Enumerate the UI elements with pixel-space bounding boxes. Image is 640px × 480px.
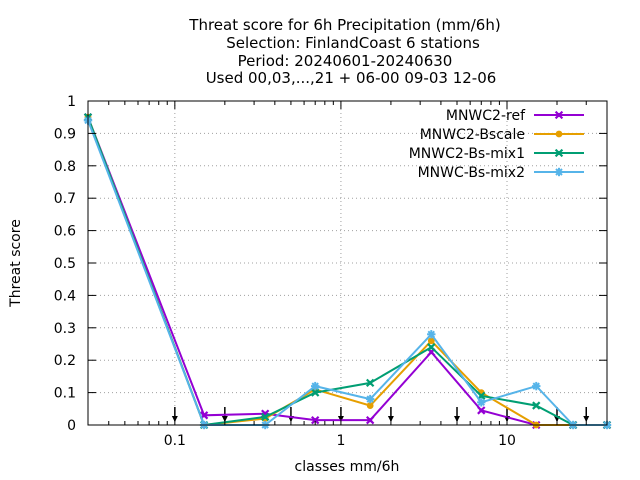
data-point — [261, 412, 270, 422]
legend-marker — [554, 110, 564, 120]
series-line — [87, 120, 607, 426]
data-point — [310, 381, 320, 391]
threshold-arrow — [387, 407, 394, 422]
legend-entry: MNWC2-Bscale — [420, 127, 584, 143]
series-MNWC2-Bscale — [84, 113, 611, 429]
title-line-1: Threat score for 6h Precipitation (mm/6h… — [188, 16, 500, 34]
data-point — [532, 401, 541, 410]
data-point — [365, 394, 375, 404]
y-tick-label: 0.8 — [54, 159, 76, 175]
grid-lines — [88, 101, 607, 425]
axes: 0 0.1 0.2 0.3 0.4 0.5 0.6 0.7 0.8 0.9 1 0.1 1 10 — [54, 94, 607, 449]
series-line — [87, 116, 607, 427]
series-line — [87, 116, 607, 426]
legend-label: MNWC2-Bs-mix1 — [409, 146, 525, 162]
data-point — [477, 398, 486, 407]
data-point — [532, 381, 541, 391]
x-tick-label: 10 — [498, 433, 516, 449]
title-line-4: Used 00,03,...,21 + 06-00 09-03 12-06 — [206, 69, 497, 87]
data-point — [311, 388, 320, 397]
plot-frame — [87, 100, 608, 426]
y-axis-label: Threat score — [8, 219, 24, 308]
y-tick-label: 0.6 — [54, 224, 76, 240]
y-tick-label: 1 — [67, 94, 76, 110]
threshold-arrow — [454, 407, 461, 422]
x-axis-label: classes mm/6h — [295, 459, 400, 475]
legend-label: MNWC2-ref — [446, 108, 526, 124]
y-tick-label: 0 — [67, 418, 76, 434]
data-point — [311, 415, 320, 425]
y-tick-label: 0.1 — [54, 386, 76, 402]
chart-title: Threat score for 6h Precipitation (mm/6h… — [188, 16, 500, 87]
data-point — [477, 406, 486, 415]
threshold-arrow — [583, 407, 590, 422]
legend-label: MNWC2-Bscale — [420, 127, 525, 143]
legend-marker — [554, 167, 564, 177]
legend-entry: MNWC-Bs-mix2 — [418, 165, 584, 181]
y-tick-label: 0.4 — [54, 288, 76, 304]
data-point — [365, 415, 375, 425]
series-line — [87, 116, 607, 427]
legend-entry: MNWC2-ref — [446, 108, 584, 124]
y-tick-label: 0.9 — [54, 126, 76, 142]
legend-marker — [554, 148, 564, 158]
data-point — [427, 330, 436, 339]
title-line-2: Selection: FinlandCoast 6 stations — [226, 34, 480, 52]
series-MNWC-Bs-mix2 — [83, 116, 612, 430]
data-point — [427, 343, 436, 352]
data-point — [365, 378, 375, 388]
data-point — [427, 337, 435, 345]
y-tick-label: 0.3 — [54, 321, 76, 337]
title-line-3: Period: 20240601-20240630 — [238, 52, 453, 70]
legend: MNWC2-ref MNWC2-Bscale MNWC2-Bs-mix1 MNWC-B… — [409, 108, 584, 181]
series-MNWC2-Bs-mix1 — [83, 113, 612, 430]
y-tick-label: 0.2 — [54, 353, 76, 369]
y-tick-label: 0.5 — [54, 256, 76, 272]
series-MNWC2-ref — [83, 113, 612, 430]
legend-entry: MNWC2-Bs-mix1 — [409, 146, 584, 162]
data-point — [366, 402, 374, 409]
legend-label: MNWC-Bs-mix2 — [418, 165, 525, 181]
y-tick-label: 0.7 — [54, 191, 76, 207]
threshold-arrow — [287, 407, 294, 422]
x-tick-label: 1 — [336, 433, 345, 449]
series-layer — [83, 113, 612, 430]
x-tick-label: 0.1 — [164, 433, 186, 449]
legend-marker — [555, 130, 563, 138]
